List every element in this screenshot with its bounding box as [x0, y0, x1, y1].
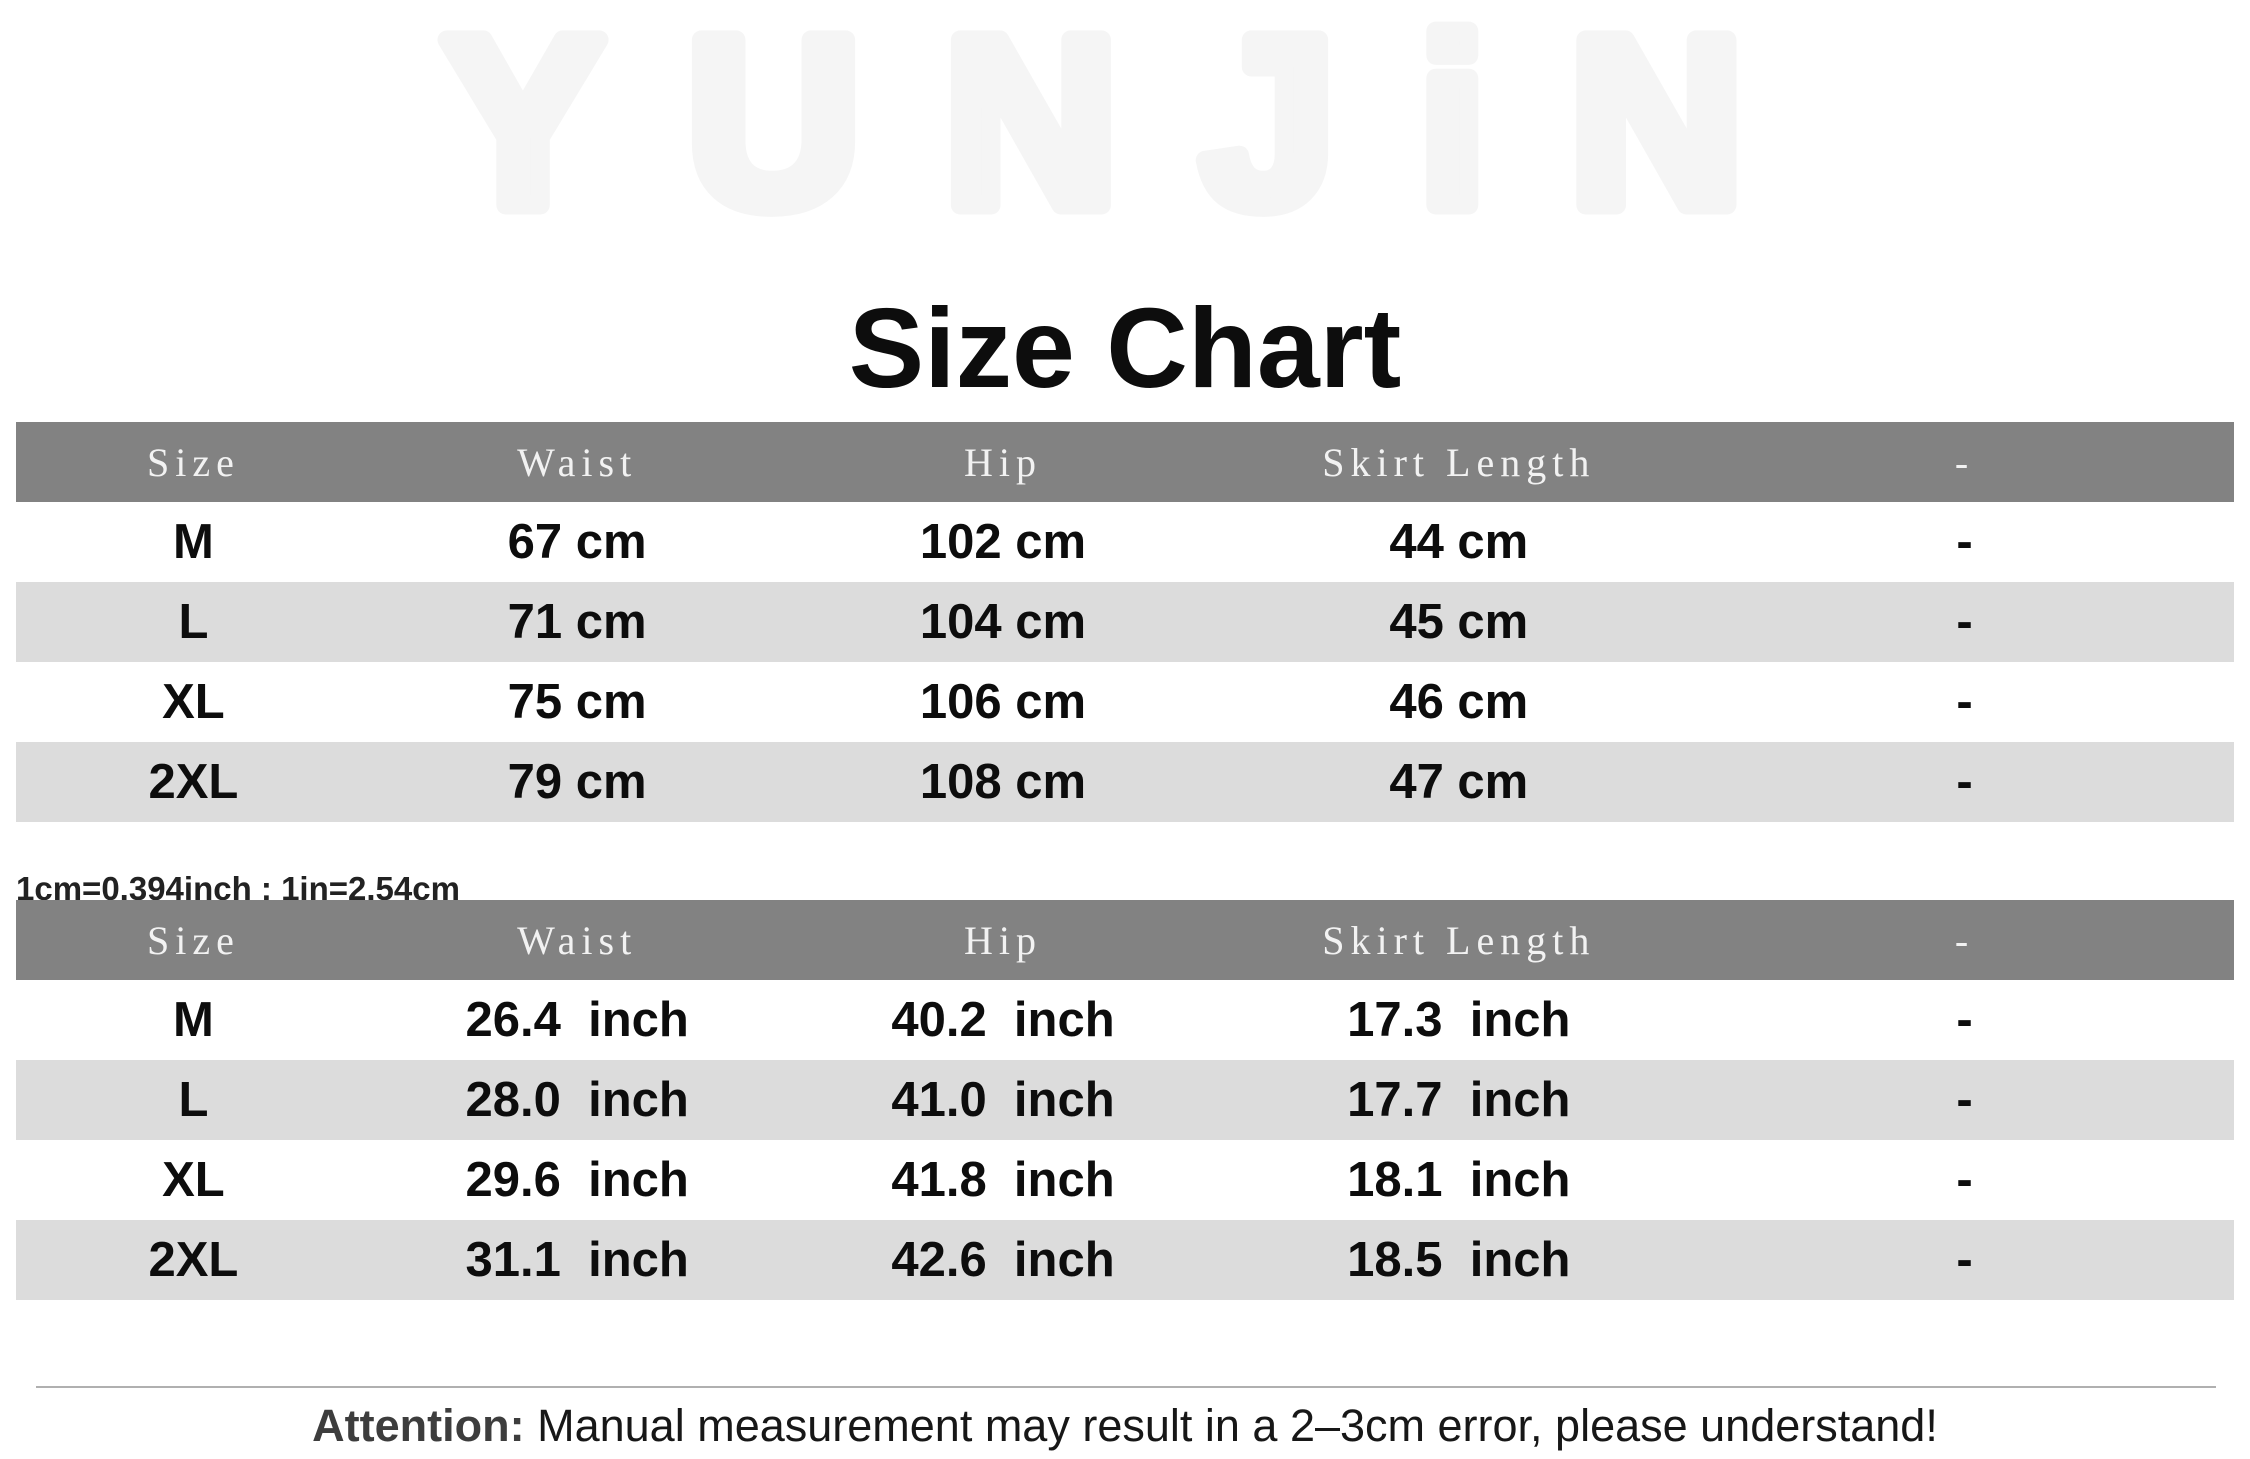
svg-text:YUNJiN: YUNJiN [443, 0, 1827, 240]
